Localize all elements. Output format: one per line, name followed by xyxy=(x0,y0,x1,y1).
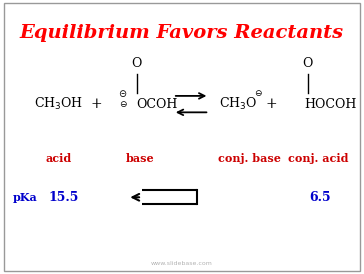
Text: pKa: pKa xyxy=(13,192,38,203)
Text: 6.5: 6.5 xyxy=(309,191,331,204)
Text: +: + xyxy=(265,97,277,111)
Text: HOCOH: HOCOH xyxy=(304,98,356,111)
Text: $\circleddash$: $\circleddash$ xyxy=(118,88,128,99)
Text: O: O xyxy=(302,56,313,70)
Text: conj. base: conj. base xyxy=(218,153,281,164)
Text: O: O xyxy=(131,56,142,70)
Text: +: + xyxy=(91,97,102,111)
Text: $\ominus$: $\ominus$ xyxy=(254,88,263,98)
Text: acid: acid xyxy=(45,153,71,164)
Text: $\ominus$: $\ominus$ xyxy=(119,99,127,109)
Text: 15.5: 15.5 xyxy=(48,191,79,204)
Text: conj. acid: conj. acid xyxy=(288,153,349,164)
Text: OCOH: OCOH xyxy=(136,98,178,111)
Text: www.slidebase.com: www.slidebase.com xyxy=(151,261,213,266)
Text: base: base xyxy=(126,153,154,164)
Text: Equilibrium Favors Reactants: Equilibrium Favors Reactants xyxy=(20,24,344,42)
Text: CH$_3$O: CH$_3$O xyxy=(219,96,257,112)
Text: CH$_3$OH: CH$_3$OH xyxy=(34,96,83,112)
